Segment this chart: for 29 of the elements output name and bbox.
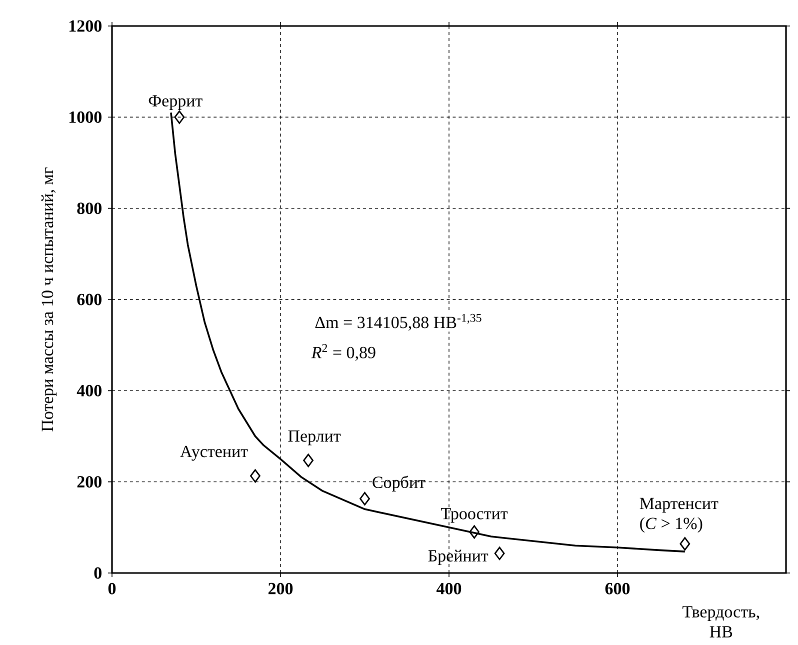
annotation: Мартенсит (C > 1%) (640, 498, 718, 533)
annotation: Δm = 314105,88 HB$^{-1,35}$ (315, 314, 482, 331)
y-tick-label: 800 (77, 202, 102, 214)
point (303, 454, 314, 468)
y-tick-label: 1200 (69, 20, 102, 32)
annotation: Сорбит (372, 476, 426, 492)
annotation: R$^{2}$ = 0,89 (311, 344, 376, 361)
y-tick-label: 600 (77, 294, 102, 306)
annotation: Троостит (441, 508, 508, 523)
annotation: Аустенит (180, 446, 248, 461)
x-axis-title: Твердость, HB (682, 606, 759, 638)
x-tick-label: 0 (108, 582, 116, 594)
point (250, 469, 260, 483)
y-tick-label: 1000 (69, 111, 102, 123)
annotation: Брейнит (428, 550, 488, 566)
x-tick-label: 400 (436, 582, 462, 594)
y-axis-title: Потери массы за 10 ч испытаний, мг (41, 168, 57, 432)
point (469, 525, 480, 539)
annotation: Феррит (148, 95, 202, 110)
point (680, 537, 690, 551)
y-tick-label: 400 (76, 384, 102, 396)
annotation: Перлит (288, 430, 341, 446)
x-tick-label: 200 (268, 582, 293, 594)
point (494, 546, 505, 560)
point (360, 492, 370, 506)
x-tick-label: 600 (605, 582, 630, 594)
y-tick-label: 0 (94, 567, 102, 579)
point (174, 110, 185, 124)
y-tick-label: 200 (77, 476, 102, 488)
